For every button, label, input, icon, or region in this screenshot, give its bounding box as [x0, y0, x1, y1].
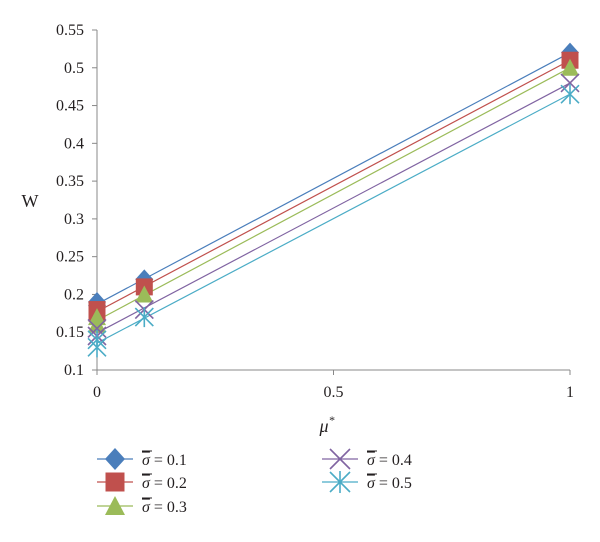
trendline-series-2: [96, 59, 571, 313]
legend-label: σ = 0.2: [142, 475, 187, 492]
legend-sigma-value: = 0.5: [375, 475, 412, 492]
legend-item-2: σ = 0.2: [97, 472, 187, 492]
legend-sigma-symbol: σ: [367, 475, 376, 492]
trendlines: [96, 52, 571, 344]
data-point-triangle: [88, 308, 106, 326]
x-tick-label: 1: [566, 384, 574, 401]
legend-item-5: σ = 0.5: [322, 471, 412, 493]
y-tick-label: 0.4: [64, 135, 84, 152]
axes: [96, 30, 570, 371]
y-tick-label: 0.5: [64, 60, 84, 77]
legend-sigma-value: = 0.4: [375, 452, 412, 469]
data-point-star: [560, 84, 580, 105]
data-point-diamond: [105, 448, 125, 470]
y-tick-label: 0.3: [64, 211, 84, 228]
data-point-square: [105, 472, 125, 492]
x-tick-label: 0: [93, 384, 101, 401]
data-points: [87, 42, 580, 358]
y-tick-label: 0.35: [56, 173, 84, 190]
legend-sigma-value: = 0.2: [150, 475, 187, 492]
legend-sigma-value: = 0.1: [150, 452, 187, 469]
x-axis-label-symbol: μ: [318, 416, 328, 436]
legend-label: σ = 0.5: [367, 475, 412, 492]
y-tick-label: 0.15: [56, 324, 84, 341]
legend-sigma-symbol: σ: [142, 499, 151, 516]
data-point-star: [329, 471, 351, 493]
legend-item-4: σ = 0.4: [322, 448, 412, 470]
x-ticks: 0 0.5 1: [93, 370, 574, 401]
x-axis-label: μ*: [318, 413, 334, 436]
data-point-star: [87, 329, 107, 350]
y-ticks: 0.1 0.15 0.2 0.25 0.3 0.35 0.4 0.45 0.5 0.55: [56, 22, 97, 379]
legend-item-3: σ = 0.3: [97, 496, 187, 516]
y-tick-label: 0.55: [56, 22, 84, 39]
y-tick-label: 0.45: [56, 98, 84, 115]
x-axis-label-superscript: *: [329, 413, 335, 427]
data-point-triangle: [105, 496, 125, 515]
y-tick-label: 0.2: [64, 286, 84, 303]
x-tick-label: 0.5: [324, 384, 344, 401]
legend-sigma-value: = 0.3: [150, 499, 187, 516]
y-tick-label: 0.1: [64, 362, 84, 379]
legend-label: σ = 0.4: [367, 452, 412, 469]
trendline-series-1: [96, 52, 571, 305]
legend-sigma-symbol: σ: [142, 475, 151, 492]
legend-item-1: σ = 0.1: [97, 448, 187, 470]
legend-sigma-symbol: σ: [142, 452, 151, 469]
legend-label: σ = 0.3: [142, 499, 187, 516]
y-axis-label: W: [22, 191, 39, 211]
data-point-star: [134, 307, 154, 328]
data-point-triangle: [561, 58, 579, 76]
y-tick-label: 0.25: [56, 249, 84, 266]
trendline-series-3: [96, 67, 571, 322]
trendline-series-5: [96, 93, 571, 344]
data-point-x: [329, 448, 351, 470]
legend-sigma-symbol: σ: [367, 452, 376, 469]
data-point-triangle: [135, 285, 154, 303]
legend: σ = 0.1σ = 0.2σ = 0.3σ = 0.4σ = 0.5: [97, 448, 412, 516]
trendline-series-4: [96, 82, 571, 334]
legend-label: σ = 0.1: [142, 452, 187, 469]
